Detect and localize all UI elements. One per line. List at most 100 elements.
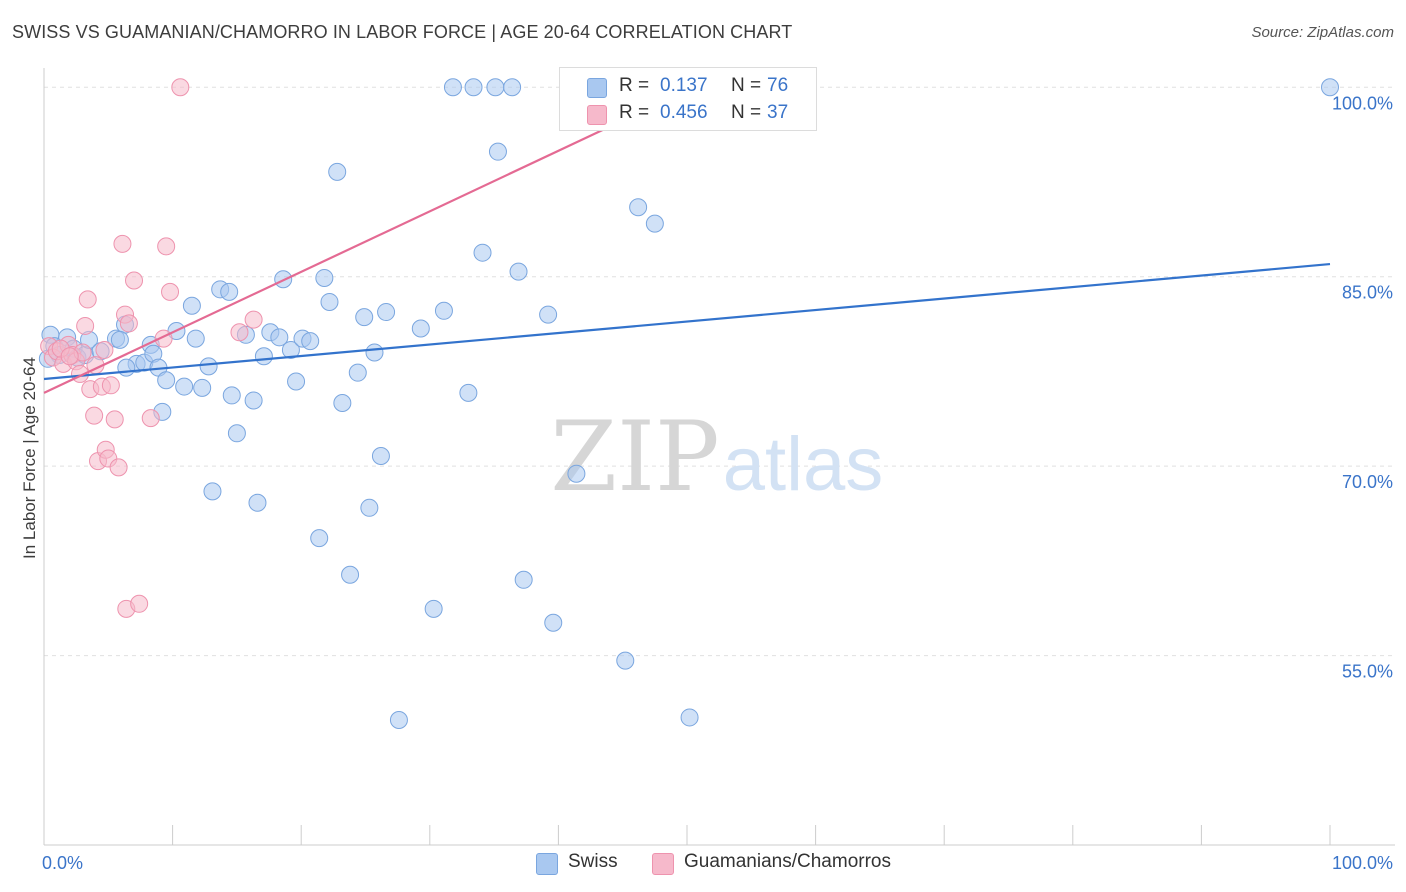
- guamanian-point: [157, 237, 176, 256]
- guamanian-point: [60, 347, 79, 366]
- swiss-point: [411, 319, 430, 338]
- swiss-point: [360, 498, 379, 517]
- axes: [43, 68, 1395, 846]
- legend-row-swiss: R = 0.137 N = 76: [560, 75, 816, 99]
- swiss-point: [222, 386, 241, 405]
- swiss-point: [110, 330, 129, 349]
- swiss-point: [371, 447, 390, 466]
- guamanian-point: [161, 282, 180, 301]
- swiss-point: [616, 651, 635, 670]
- swiss-point: [389, 710, 408, 729]
- guamanian-point: [78, 290, 97, 309]
- guamanian-point: [109, 458, 128, 477]
- series-swatch-guamanian: [652, 853, 674, 875]
- legend-n-value: 76: [767, 75, 789, 96]
- swiss-point: [1321, 78, 1339, 97]
- swiss-point: [348, 363, 367, 382]
- swiss-point: [544, 613, 563, 632]
- swiss-point: [254, 347, 273, 366]
- swiss-point: [341, 565, 360, 584]
- swiss-point: [365, 343, 384, 362]
- legend-n-value: 37: [767, 102, 789, 123]
- swiss-point: [203, 482, 222, 501]
- guamanian-point: [101, 376, 120, 395]
- legend-swatch-swiss: [587, 78, 607, 98]
- legend-n-label: N =: [731, 102, 762, 123]
- swiss-point: [509, 262, 528, 281]
- guamanian-point: [119, 314, 138, 333]
- swiss-point: [629, 198, 648, 217]
- guamanian-point: [76, 316, 95, 335]
- swiss-point: [567, 464, 586, 483]
- swiss-point: [310, 529, 329, 548]
- trend-lines: [43, 86, 1331, 394]
- swiss-point: [182, 296, 201, 315]
- swiss-point: [377, 303, 396, 322]
- legend-r-label: R =: [619, 75, 650, 96]
- watermark-atlas: atlas: [723, 422, 884, 507]
- swiss-point: [459, 383, 478, 402]
- swiss-point: [244, 391, 263, 410]
- swiss-point: [503, 78, 522, 97]
- swiss-point: [320, 292, 339, 311]
- swiss-point: [199, 357, 218, 376]
- x-tick-label-min: 0.0%: [42, 853, 83, 873]
- y-tick-label: 100.0%: [1332, 93, 1393, 113]
- swiss-point: [488, 142, 507, 161]
- y-tick-label: 70.0%: [1342, 472, 1393, 492]
- series-label-swiss: Swiss: [568, 851, 618, 872]
- swiss-point: [248, 493, 267, 512]
- legend-row-guamanian: R = 0.456 N = 37: [560, 102, 816, 126]
- legend-r-label: R =: [619, 102, 650, 123]
- swiss-point: [333, 393, 352, 412]
- swiss-point: [539, 305, 558, 324]
- guamanian-point: [171, 78, 190, 97]
- series-label-guamanian: Guamanians/Chamorros: [684, 851, 891, 872]
- watermark: ZIP atlas: [550, 401, 883, 513]
- swiss-point: [486, 78, 505, 97]
- series-legend: Swiss Guamanians/Chamorros: [0, 851, 1406, 877]
- guamanian-point: [141, 409, 160, 428]
- y-tick-label: 85.0%: [1342, 283, 1393, 303]
- swiss-trend-line: [43, 262, 1331, 381]
- swiss-point: [424, 599, 443, 618]
- swiss-point: [157, 371, 176, 390]
- swiss-point: [645, 214, 664, 233]
- swiss-point: [301, 332, 320, 351]
- swiss-point: [464, 78, 483, 97]
- guamanian-point: [113, 234, 132, 253]
- swiss-point: [443, 78, 462, 97]
- swiss-point: [473, 243, 492, 262]
- guamanian-point: [230, 323, 249, 342]
- guamanian-trend-line: [43, 86, 694, 394]
- guamanian-point: [105, 410, 124, 429]
- swiss-point: [227, 424, 246, 443]
- swiss-point: [117, 358, 136, 377]
- swiss-point: [680, 708, 699, 727]
- swiss-point: [328, 162, 347, 181]
- guamanian-point: [95, 340, 114, 359]
- data-points: [38, 78, 1339, 729]
- swiss-point: [270, 328, 289, 347]
- x-tick-label-max: 100.0%: [1332, 853, 1393, 873]
- legend-swatch-guamanian: [587, 105, 607, 125]
- source-credit: Source: ZipAtlas.com: [1251, 24, 1394, 41]
- swiss-point: [175, 377, 194, 396]
- swiss-point: [281, 340, 300, 359]
- guamanian-point: [130, 594, 149, 613]
- guamanian-point: [125, 271, 144, 290]
- legend-r-value: 0.137: [660, 75, 708, 96]
- swiss-point: [315, 268, 334, 287]
- tick-labels: 55.0% 70.0% 85.0% 100.0% 0.0% 100.0%: [42, 93, 1393, 873]
- swiss-point: [287, 372, 306, 391]
- guamanian-point: [85, 406, 104, 425]
- gridlines: [44, 86, 1395, 657]
- legend-n-label: N =: [731, 75, 762, 96]
- swiss-point: [186, 329, 205, 348]
- chart-title: SWISS VS GUAMANIAN/CHAMORRO IN LABOR FOR…: [12, 22, 793, 42]
- swiss-point: [355, 308, 374, 327]
- swiss-point: [220, 282, 239, 301]
- y-tick-label: 55.0%: [1342, 662, 1393, 682]
- swiss-point: [434, 301, 453, 320]
